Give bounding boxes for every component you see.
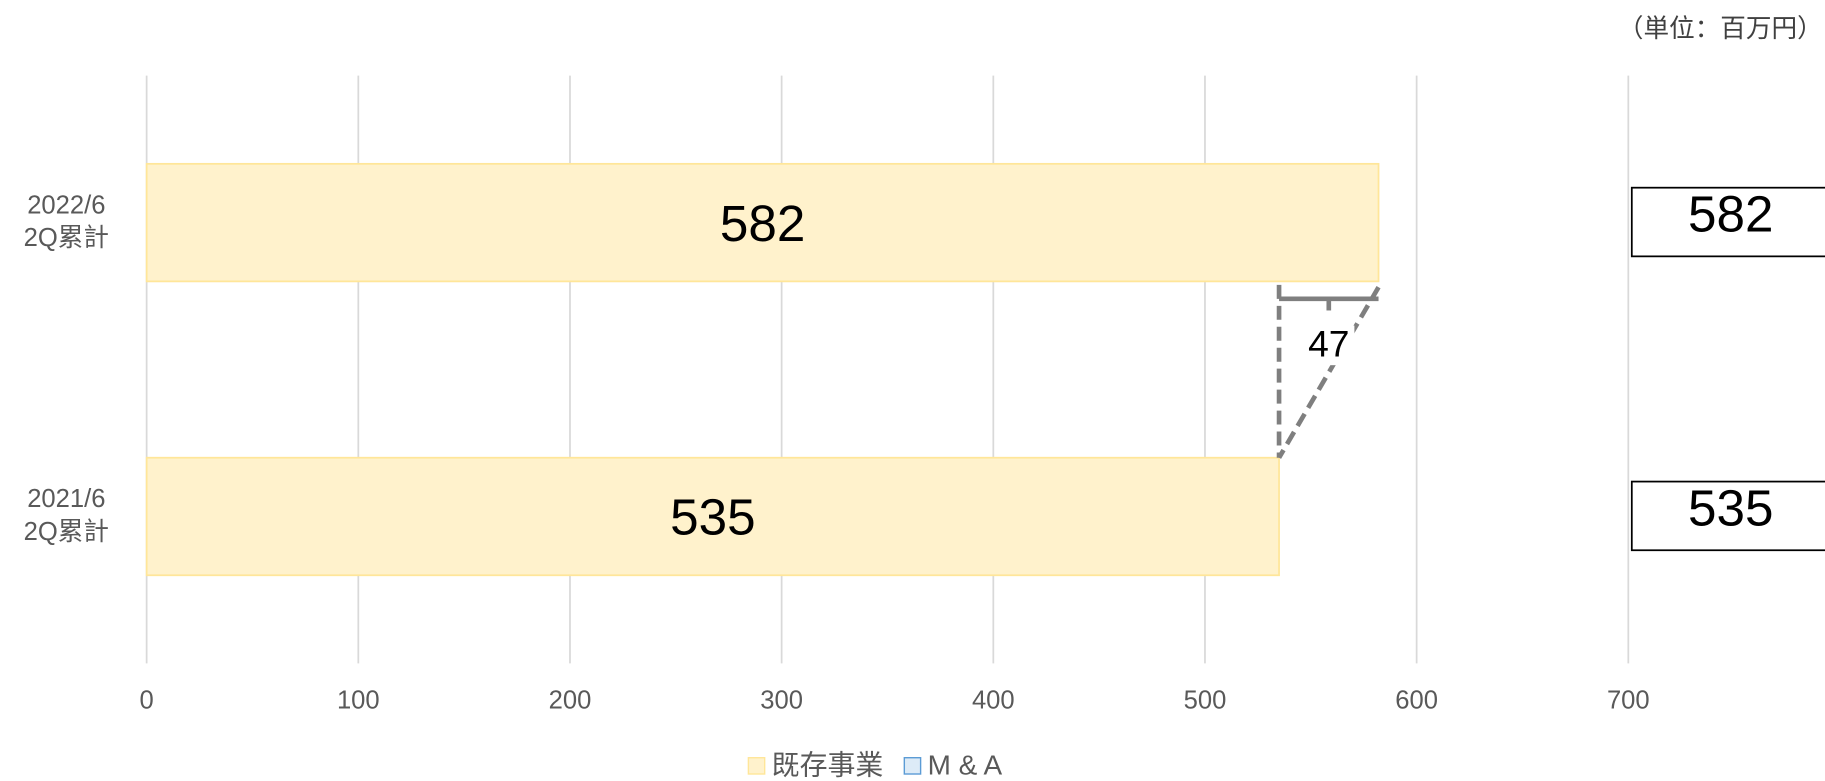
x-tick-label: 700: [1607, 687, 1650, 715]
legend-label: M & A: [928, 749, 1003, 780]
x-tick-label: 100: [337, 687, 380, 715]
y-tick-label-line: 2Q累計: [24, 223, 109, 252]
legend-swatch: [903, 757, 922, 775]
legend-label: 既存事業: [772, 749, 884, 780]
x-tick-label: 400: [972, 687, 1015, 715]
y-tick-label: 2022/6 2Q累計: [24, 191, 109, 252]
x-tick-label: 200: [549, 687, 592, 715]
bar: [145, 456, 1280, 577]
x-tick-label: 0: [140, 687, 154, 715]
x-tick-label: 600: [1395, 687, 1438, 715]
bar-label: 582: [720, 195, 805, 252]
legend-swatch: [747, 757, 766, 775]
y-tick-label-line: 2Q累計: [24, 517, 109, 546]
bracket-diagonal: [1277, 286, 1381, 459]
y-tick-label-line: 2021/6: [27, 485, 105, 513]
difference-bracket: [1276, 284, 1381, 459]
difference-label: 47: [1308, 322, 1349, 364]
bar: [145, 162, 1380, 283]
y-tick-label: 2021/6 2Q累計: [24, 485, 109, 546]
difference-label-bg: [1303, 325, 1355, 366]
total-label: 582: [1688, 185, 1773, 242]
x-tick-label: 500: [1184, 687, 1227, 715]
x-tick-label: 300: [760, 687, 803, 715]
total-label: 535: [1688, 479, 1773, 536]
total-box: [1630, 186, 1825, 258]
total-box: [1630, 480, 1825, 552]
unit-note: （単位：百万円）: [1618, 14, 1823, 43]
bar-label: 535: [670, 489, 755, 546]
y-tick-label-line: 2022/6: [27, 191, 105, 219]
